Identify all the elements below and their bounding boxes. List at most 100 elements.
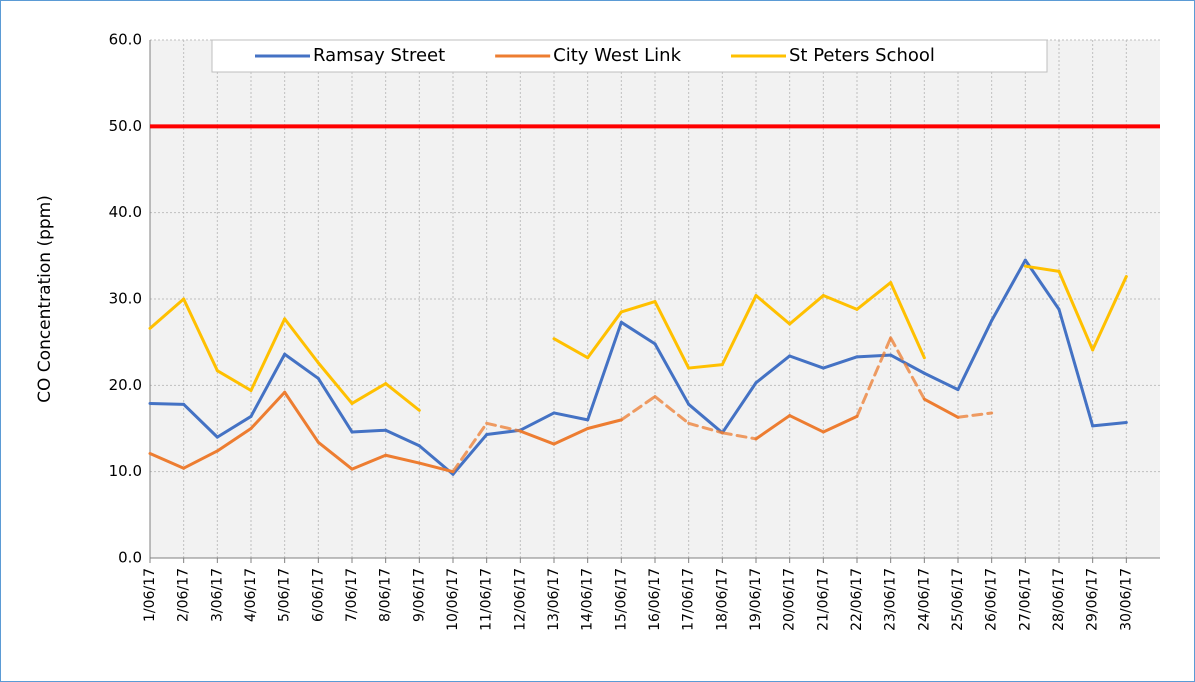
y-tick-label: 30.0 [109, 290, 142, 308]
series-line [619, 320, 657, 346]
x-tick-label: 13/06/17 [546, 568, 562, 631]
series-line [821, 294, 859, 311]
series-line [586, 310, 623, 360]
series-line [215, 427, 253, 453]
series-line [518, 411, 556, 432]
series-line [283, 352, 320, 380]
series-line [316, 361, 354, 405]
series-line [889, 281, 926, 360]
x-tick-label: 27/06/17 [1017, 568, 1033, 631]
series-line [720, 431, 758, 441]
y-tick-label: 40.0 [109, 203, 142, 221]
y-tick-label: 50.0 [109, 117, 142, 135]
legend-box [211, 39, 1048, 73]
series-line [653, 342, 691, 406]
series-line [653, 395, 691, 425]
series-line [754, 294, 792, 326]
series-line [889, 336, 926, 401]
series-line [249, 317, 287, 393]
series-line [821, 414, 859, 434]
series-line [1091, 275, 1128, 352]
series-line [1023, 264, 1061, 273]
x-tick-label: 11/06/17 [479, 568, 495, 631]
x-tick-label: 4/06/17 [243, 568, 259, 622]
series-line [720, 381, 758, 435]
x-tick-label: 1/06/17 [142, 568, 158, 622]
series-line [148, 297, 186, 330]
x-tick-label: 16/06/17 [647, 568, 663, 631]
y-axis-title: CO Concentration (ppm) [35, 195, 55, 403]
series-line [552, 337, 590, 360]
series-line [956, 411, 994, 419]
legend-label: City West Link [553, 45, 681, 66]
x-tick-label: 2/06/17 [176, 568, 192, 622]
series-line [417, 461, 455, 474]
series-line [518, 429, 556, 446]
y-tick-label: 60.0 [109, 31, 142, 49]
series-line [1091, 420, 1128, 428]
x-tick-label: 3/06/17 [209, 568, 225, 622]
x-tick-label: 18/06/17 [714, 568, 730, 631]
series-line [148, 401, 186, 406]
series-line [990, 258, 1027, 323]
x-tick-label: 28/06/17 [1051, 568, 1067, 631]
series-line [956, 319, 994, 392]
series-line [889, 353, 926, 375]
x-tick-label: 8/06/17 [378, 568, 394, 622]
series-line [754, 354, 792, 385]
x-tick-label: 14/06/17 [580, 568, 596, 631]
series-line [619, 395, 657, 422]
series-line [350, 382, 388, 405]
series-line [182, 402, 219, 439]
x-tick-label: 9/06/17 [411, 568, 427, 622]
x-tick-label: 22/06/17 [849, 568, 865, 631]
series-line [316, 376, 354, 434]
series-line [922, 397, 960, 419]
series-line [619, 300, 657, 314]
y-tick-label: 0.0 [118, 549, 142, 567]
y-tick-label: 20.0 [109, 376, 142, 394]
series-line [687, 421, 724, 435]
x-tick-label: 10/06/17 [445, 568, 461, 631]
x-tick-label: 12/06/17 [512, 568, 528, 631]
series-line [720, 294, 758, 367]
x-tick-label: 7/06/17 [344, 568, 360, 622]
series-line [922, 371, 960, 392]
series-line [316, 440, 354, 471]
x-tick-label: 30/06/17 [1118, 568, 1134, 631]
series-line [586, 320, 623, 422]
series-line [215, 414, 253, 439]
series-line [350, 453, 388, 471]
series-line [182, 297, 219, 373]
series-line [283, 317, 320, 365]
series-line [788, 414, 825, 434]
series-line [384, 428, 421, 448]
series-line [451, 421, 489, 474]
series-line [148, 452, 186, 470]
series-line [653, 300, 691, 370]
series-line [788, 354, 825, 370]
series-line [586, 418, 623, 430]
y-tick-label: 10.0 [109, 462, 142, 480]
series-line [788, 294, 825, 326]
x-tick-label: 29/06/17 [1085, 568, 1101, 631]
x-tick-label: 6/06/17 [310, 568, 326, 622]
series-line [1057, 269, 1095, 352]
legend-label: Ramsay Street [313, 45, 445, 66]
series-line [451, 433, 489, 476]
series-line [552, 427, 590, 446]
x-tick-label: 5/06/17 [277, 568, 293, 622]
series-line [855, 281, 893, 311]
series-line [821, 355, 859, 370]
series-line [687, 363, 724, 370]
x-tick-label: 15/06/17 [613, 568, 629, 631]
series-line [283, 390, 320, 444]
x-tick-label: 23/06/17 [883, 568, 899, 631]
series-line [855, 336, 893, 418]
series-line [350, 428, 388, 434]
x-tick-label: 21/06/17 [815, 568, 831, 631]
series-line [249, 352, 287, 418]
series-line [485, 421, 522, 433]
x-tick-label: 19/06/17 [748, 568, 764, 631]
